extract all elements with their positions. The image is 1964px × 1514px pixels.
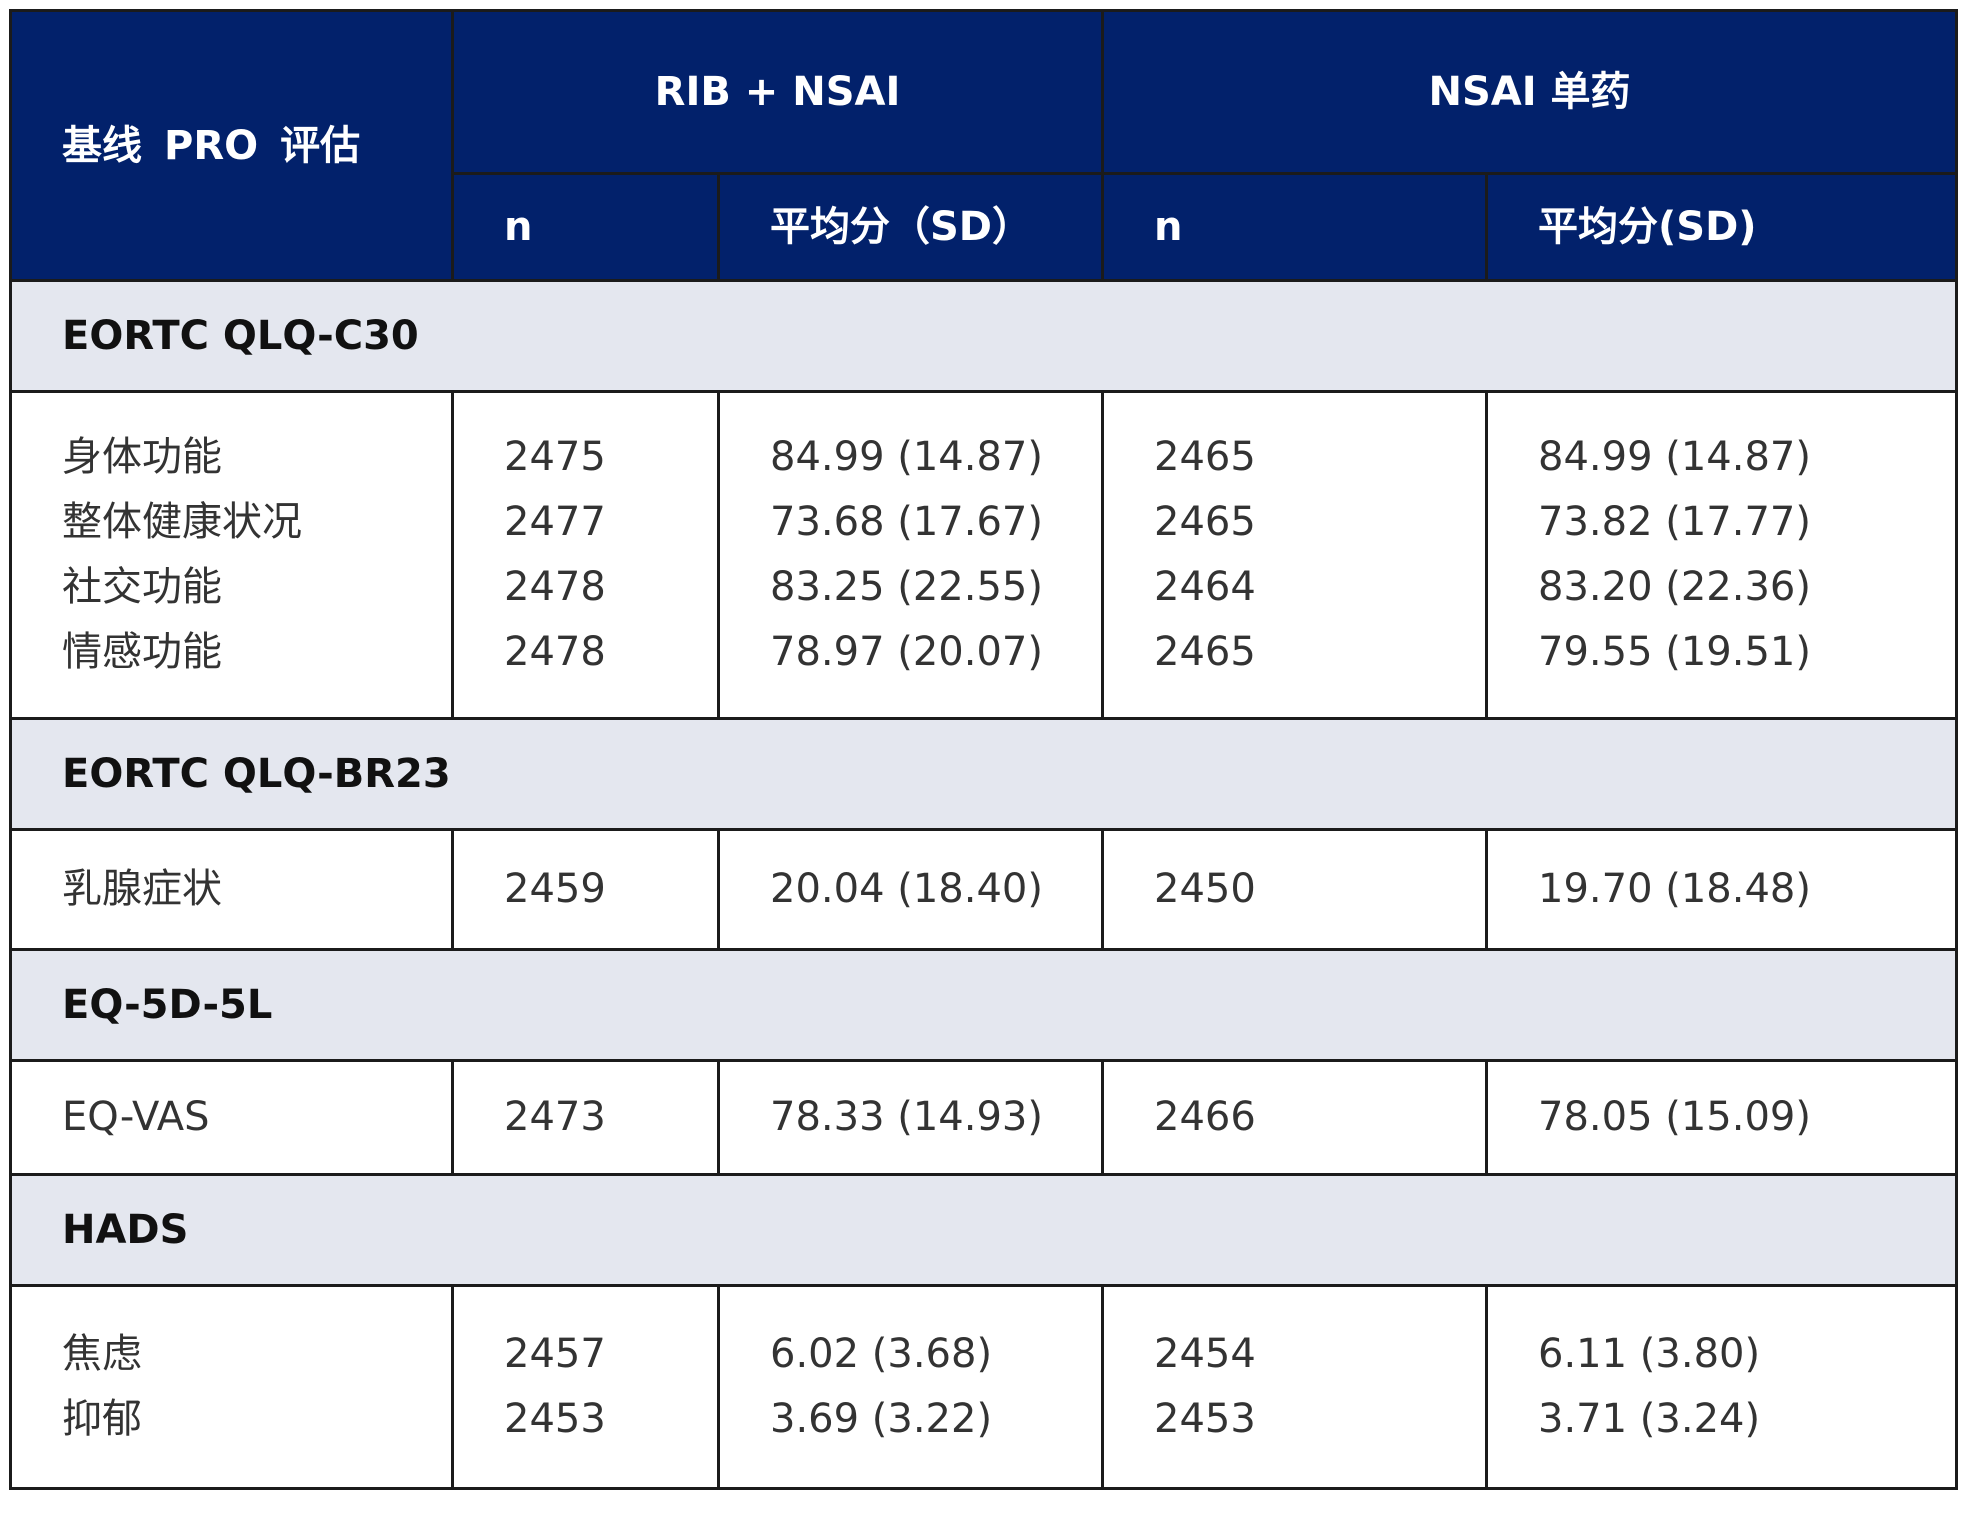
row-label: 焦虑 [62,1331,142,1377]
section-row: EQ-5D-5L [8,948,1959,1062]
table-row: 身体功能 整体健康状况 社交功能 情感功能 2475 2477 2478 247… [9,390,1959,720]
rib-mean-cell: 84.99 (14.87) 73.68 (17.67) 83.25 (22.55… [716,390,1105,720]
section-title-hads: HADS [8,1173,1959,1287]
row-labels-cell: 焦虑 抑郁 [9,1284,454,1490]
rib-n-cell: 2457 2453 [451,1284,720,1490]
nsai-n-value: 2454 [1154,1331,1256,1377]
nsai-n-value: 2465 [1154,629,1256,675]
row-label: 身体功能 [62,434,222,480]
header-rib-n: n [451,172,720,282]
nsai-mean-value: 83.20 (22.36) [1538,564,1811,610]
rib-n-value: 2478 [504,564,606,610]
header-nsai-n: n [1101,172,1489,282]
rib-mean-value: 78.97 (20.07) [770,629,1043,675]
header-row-subcolumns: n 平均分（SD） n 平均分(SD) [11,172,1959,282]
rib-n-value: 2457 [504,1331,606,1377]
pro-baseline-table: 基线 PRO 评估 RIB + NSAI NSAI 单药 n 平均分（SD） n 平… [8,9,1959,1490]
header-corner-word: PRO [164,122,259,169]
section-title-qlq-c30: EORTC QLQ-C30 [8,279,1959,393]
row-labels-cell: 身体功能 整体健康状况 社交功能 情感功能 [9,390,454,720]
header-group-rib-nsai: RIB + NSAI [450,9,1105,175]
header-corner-cell: 基线 PRO 评估 [9,9,454,282]
header-nsai-mean-sd: 平均分(SD) [1485,172,1959,282]
nsai-n-value: 2450 [1101,828,1489,951]
rib-mean-value: 83.25 (22.55) [770,564,1043,610]
nsai-n-value: 2465 [1154,434,1256,480]
table-row: 焦虑 抑郁 2457 2453 6.02 (3.68) 3.69 (3.22) … [9,1284,1959,1490]
nsai-mean-value: 3.71 (3.24) [1538,1396,1761,1442]
rib-n-value: 2453 [504,1396,606,1442]
row-label: 社交功能 [62,564,222,610]
rib-n-value: 2459 [451,828,720,951]
header-corner-word: 评估 [280,122,361,169]
rib-n-cell: 2475 2477 2478 2478 [451,390,720,720]
nsai-mean-value: 84.99 (14.87) [1538,434,1811,480]
row-label: 情感功能 [62,629,222,675]
row-label: EQ-VAS [9,1059,454,1176]
nsai-mean-value: 73.82 (17.77) [1538,499,1811,545]
nsai-n-value: 2466 [1101,1059,1489,1176]
rib-mean-value: 78.33 (14.93) [716,1059,1105,1176]
nsai-mean-value: 19.70 (18.48) [1485,828,1959,951]
section-title-eq-5d-5l: EQ-5D-5L [8,948,1959,1062]
table-row: 乳腺症状 2459 20.04 (18.40) 2450 19.70 (18.4… [9,828,1959,951]
rib-mean-value: 84.99 (14.87) [770,434,1043,480]
table-row: EQ-VAS 2473 78.33 (14.93) 2466 78.05 (15… [9,1059,1959,1176]
nsai-n-cell: 2465 2465 2464 2465 [1101,390,1489,720]
rib-mean-value: 73.68 (17.67) [770,499,1043,545]
header-rib-mean-sd: 平均分（SD） [716,172,1105,282]
nsai-n-cell: 2454 2453 [1101,1284,1489,1490]
section-row: HADS [8,1173,1959,1287]
nsai-mean-value: 79.55 (19.51) [1538,629,1811,675]
rib-n-value: 2475 [504,434,606,480]
rib-mean-value: 20.04 (18.40) [716,828,1105,951]
rib-mean-cell: 6.02 (3.68) 3.69 (3.22) [716,1284,1105,1490]
section-row: EORTC QLQ-C30 [8,279,1959,393]
row-label: 抑郁 [62,1396,142,1442]
header-group-nsai-mono: NSAI 单药 [1101,9,1959,175]
section-row: EORTC QLQ-BR23 [8,717,1959,831]
nsai-mean-cell: 6.11 (3.80) 3.71 (3.24) [1485,1284,1959,1490]
header-row-groups: 基线 PRO 评估 RIB + NSAI NSAI 单药 [9,9,1959,282]
header-corner-word: 基线 [62,122,142,169]
section-title-qlq-br23: EORTC QLQ-BR23 [8,717,1959,831]
nsai-mean-value: 6.11 (3.80) [1538,1331,1761,1377]
row-label: 乳腺症状 [9,828,454,951]
rib-n-value: 2477 [504,499,606,545]
rib-mean-value: 3.69 (3.22) [770,1396,993,1442]
rib-mean-value: 6.02 (3.68) [770,1331,993,1377]
nsai-n-value: 2464 [1154,564,1256,610]
nsai-mean-value: 78.05 (15.09) [1485,1059,1959,1176]
nsai-n-value: 2453 [1154,1396,1256,1442]
rib-n-value: 2473 [451,1059,720,1176]
row-label: 整体健康状况 [62,499,302,545]
nsai-mean-cell: 84.99 (14.87) 73.82 (17.77) 83.20 (22.36… [1485,390,1959,720]
rib-n-value: 2478 [504,629,606,675]
nsai-n-value: 2465 [1154,499,1256,545]
